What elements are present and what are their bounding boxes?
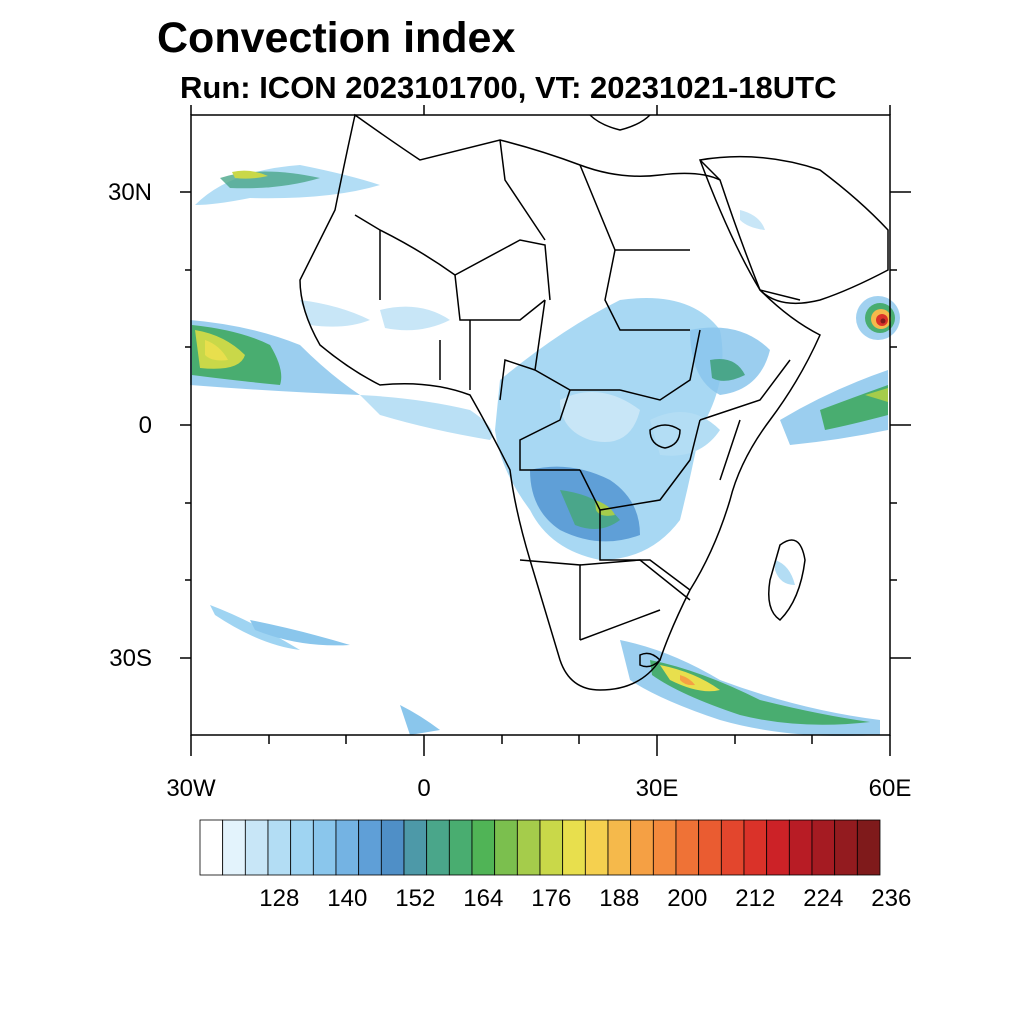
colorbar — [199, 819, 881, 876]
colorbar-swatch — [335, 819, 360, 876]
chart-subtitle: Run: ICON 2023101700, VT: 20231021-18UTC — [180, 70, 837, 105]
colorbar-tick-label: 128 — [259, 885, 300, 912]
lon-label-0: 0 — [417, 775, 431, 802]
colorbar-swatch — [380, 819, 405, 876]
patch-south-africa — [620, 640, 880, 736]
colorbar-swatch — [607, 819, 632, 876]
africa-coastline — [299, 113, 821, 691]
colorbar-swatch — [471, 819, 496, 876]
colorbar-swatch — [358, 819, 382, 876]
colorbar-tick-label: 200 — [667, 885, 708, 912]
lon-label-30w: 30W — [166, 775, 216, 802]
colorbar-swatch — [426, 819, 450, 876]
colorbar-tick-label: 152 — [395, 885, 436, 912]
colorbar-tick-label: 212 — [735, 885, 776, 912]
colorbar-tick-label: 236 — [871, 885, 912, 912]
colorbar-tick-label: 176 — [531, 885, 572, 912]
convection-field — [190, 165, 900, 736]
colorbar-swatch — [720, 819, 745, 876]
colorbar-tick-label: 164 — [463, 885, 504, 912]
colorbar-swatch — [267, 819, 292, 876]
lat-label-30s: 30S — [109, 645, 152, 672]
colorbar-tick-label: 188 — [599, 885, 640, 912]
patch-gulf-guinea — [360, 395, 493, 440]
chart-title: Convection index — [157, 14, 516, 62]
colorbar-swatch — [494, 819, 518, 876]
colorbar-swatch — [244, 819, 269, 876]
colorbar-swatch — [199, 819, 224, 876]
lon-label-60e: 60E — [868, 775, 912, 802]
lat-label-0: 0 — [138, 412, 152, 439]
colorbar-swatch — [562, 819, 586, 876]
colorbar-swatch — [448, 819, 473, 876]
colorbar-swatch — [222, 819, 246, 876]
arabia-coastline — [698, 155, 889, 305]
coastlines-borders — [299, 113, 889, 691]
colorbar-swatch — [788, 819, 813, 876]
colorbar-swatch — [698, 819, 722, 876]
colorbar-swatch — [630, 819, 654, 876]
colorbar-swatch — [312, 819, 337, 876]
colorbar-swatch — [652, 819, 677, 876]
colorbar-swatch — [516, 819, 541, 876]
colorbar-swatch — [811, 819, 836, 876]
colorbar-swatch — [290, 819, 314, 876]
lat-label-30n: 30N — [107, 179, 152, 206]
colorbar-tick-label: 224 — [803, 885, 844, 912]
colorbar-swatch — [675, 819, 700, 876]
colorbar-swatch — [766, 819, 790, 876]
colorbar-swatch — [743, 819, 768, 876]
madagascar — [768, 539, 806, 621]
colorbar-tick-label: 140 — [327, 885, 368, 912]
lon-label-30e: 30E — [635, 775, 679, 802]
colorbar-swatch — [856, 819, 881, 876]
colorbar-swatch — [403, 819, 428, 876]
colorbar-swatch — [834, 819, 858, 876]
colorbar-swatch — [584, 819, 609, 876]
map-frame — [180, 105, 911, 756]
colorbar-swatch — [539, 819, 564, 876]
